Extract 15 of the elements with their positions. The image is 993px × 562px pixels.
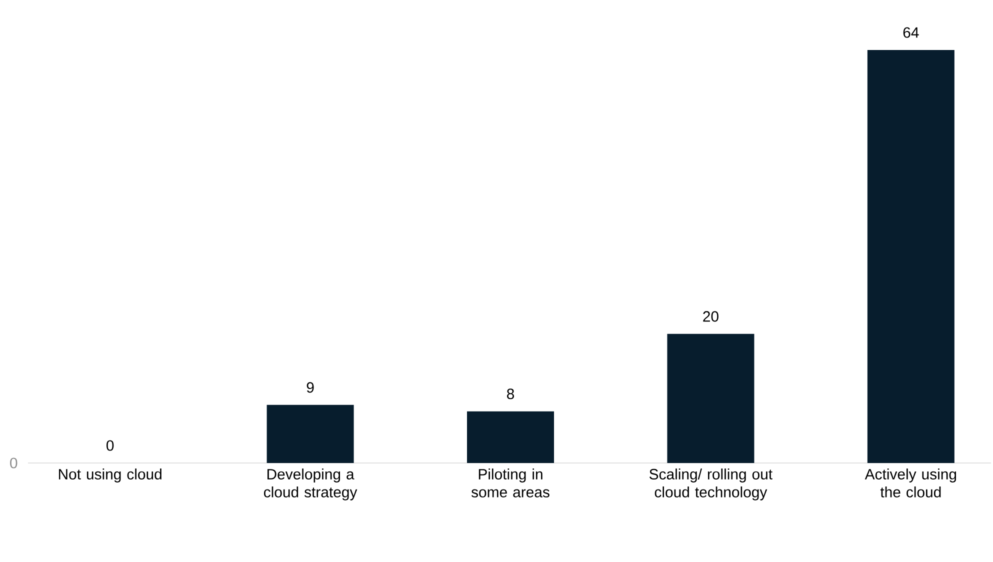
data-label: 9 [306, 382, 314, 393]
data-label: 64 [903, 27, 919, 38]
text: 0 [10, 458, 18, 468]
bar [867, 50, 954, 463]
x-tick-label: Not using cloud [58, 468, 162, 482]
bar [667, 334, 754, 463]
data-label: 0 [106, 440, 114, 451]
bar [467, 411, 554, 463]
data-label: 20 [703, 311, 718, 322]
data-label: 8 [507, 388, 514, 400]
x-tick-label: Actively using the cloud [864, 468, 956, 498]
x-tick-label: Developing a cloud strategy [264, 468, 358, 500]
bar [266, 404, 354, 463]
x-tick-label: Scaling/ rolling out cloud technology [650, 468, 772, 500]
x-tick-label: Piloting in some areas [471, 468, 550, 498]
